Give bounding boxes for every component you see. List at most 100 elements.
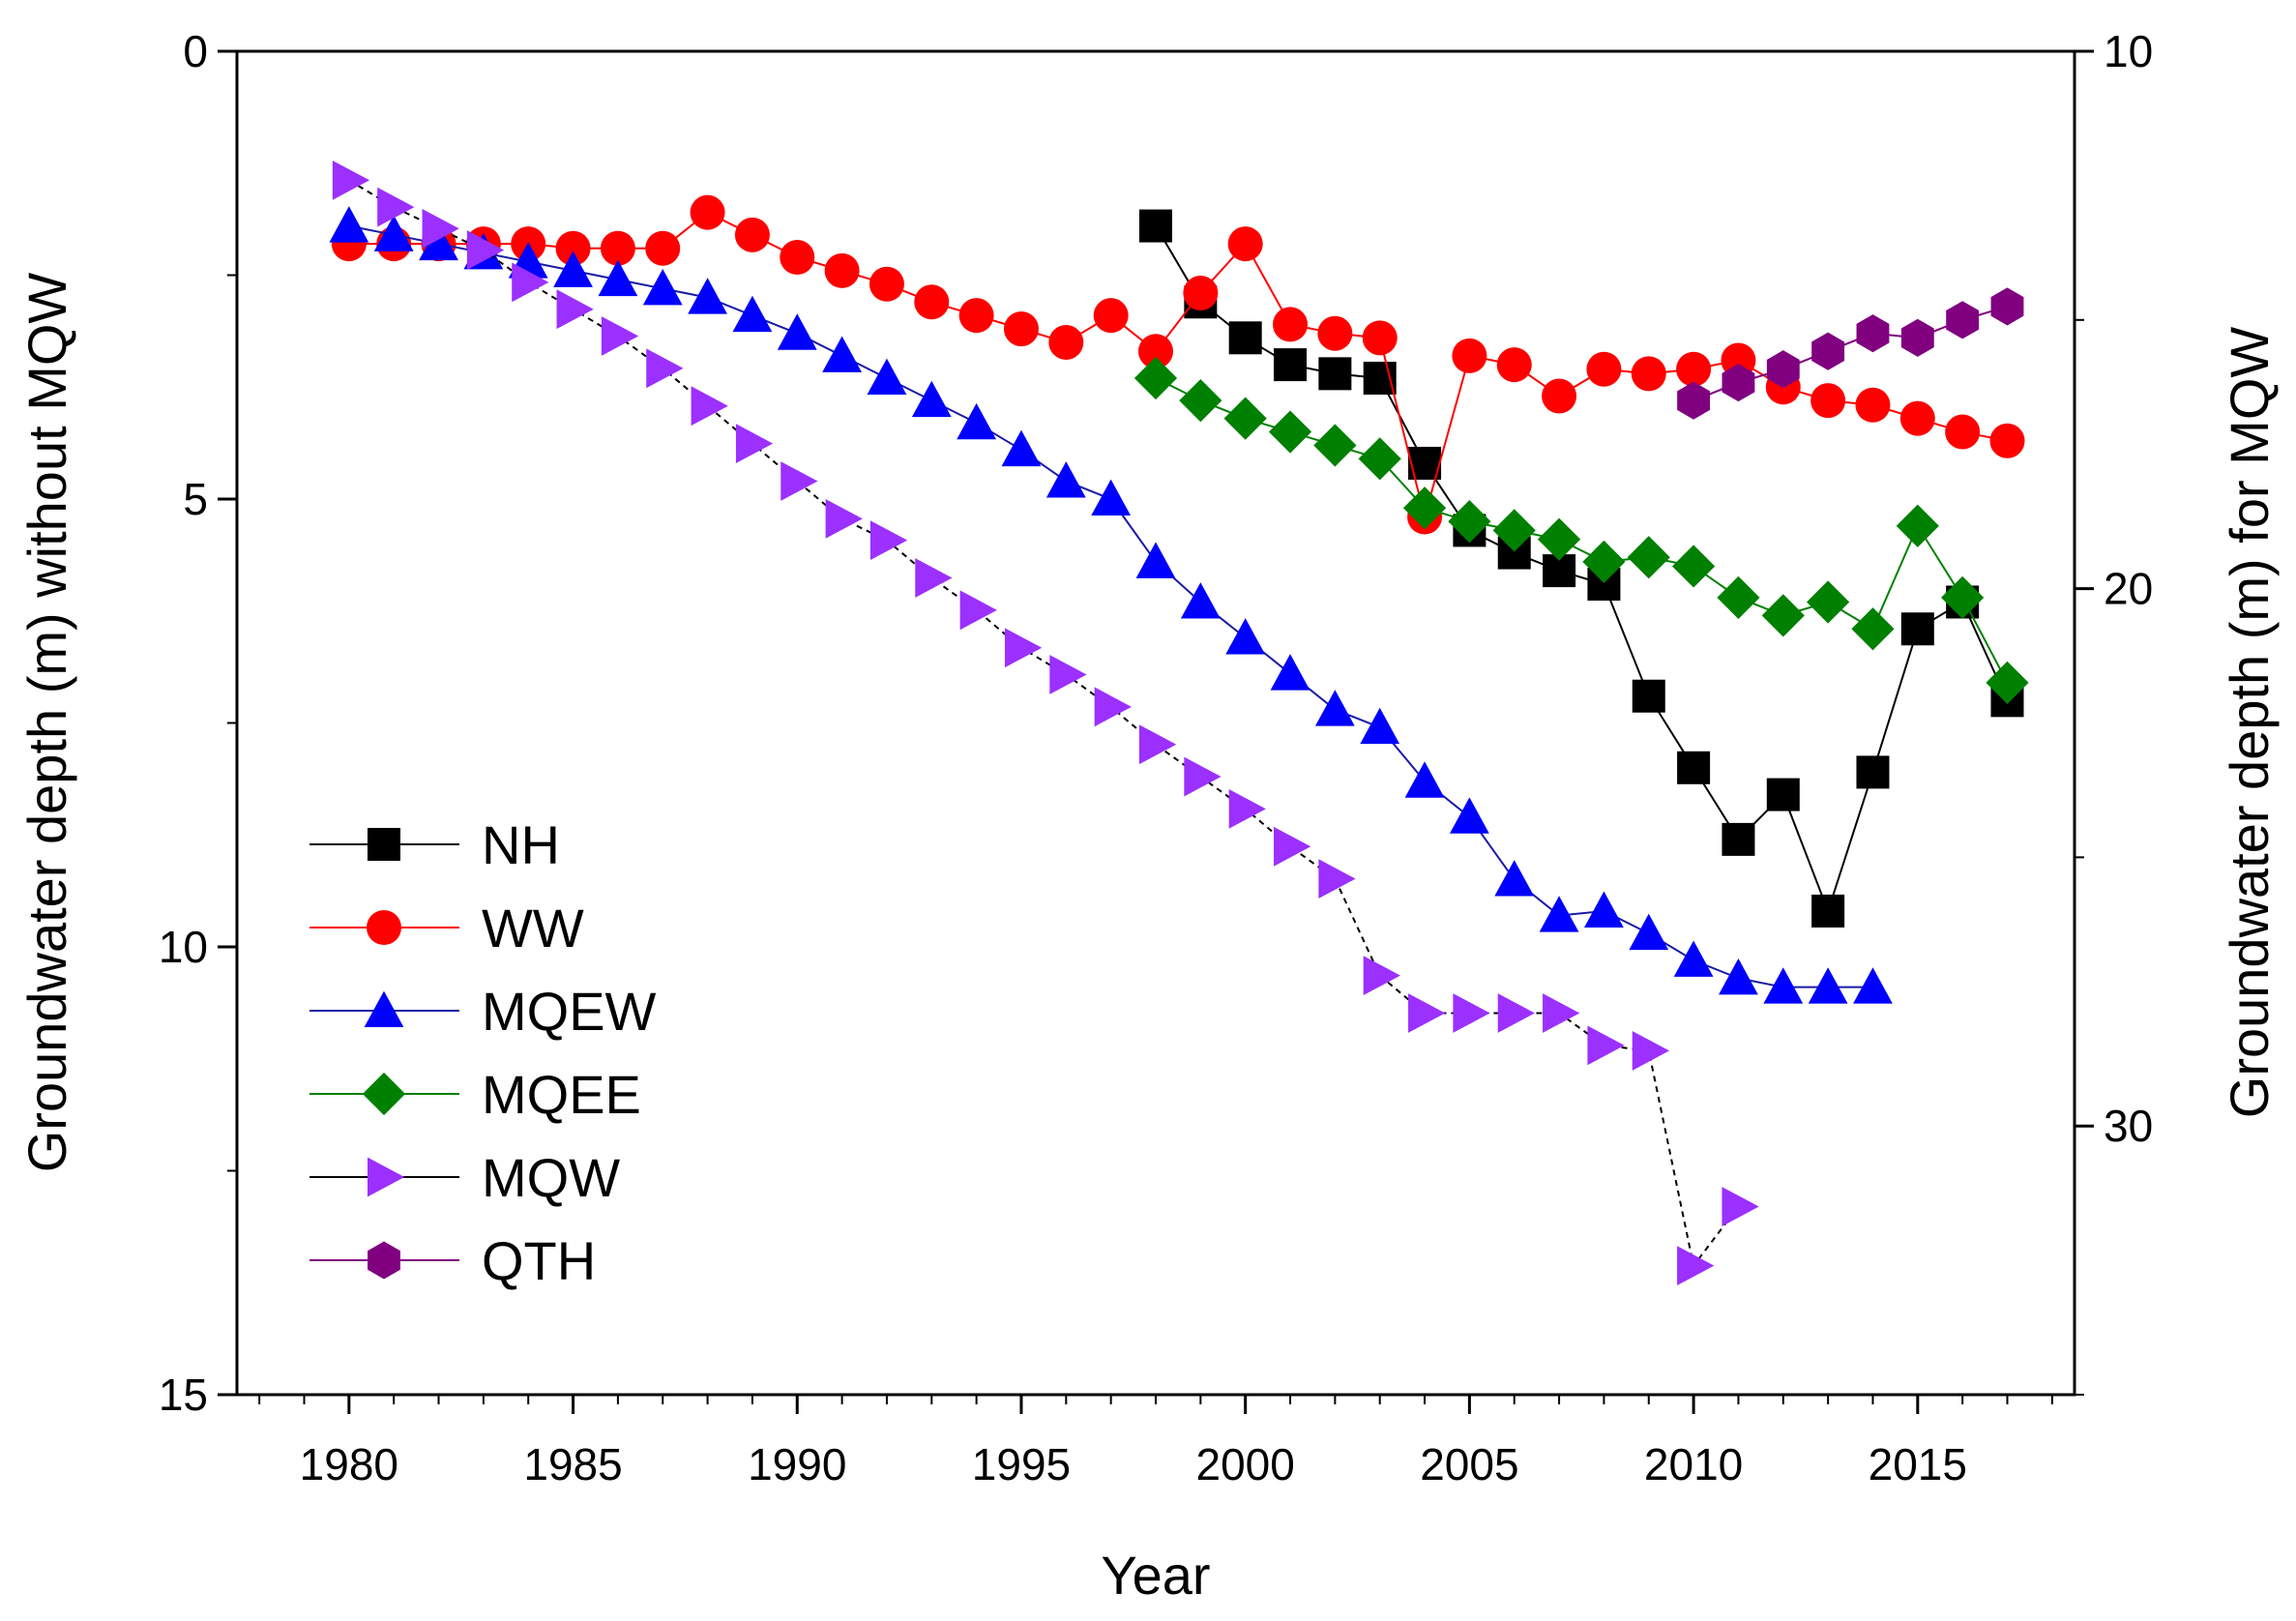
data-point-mqee — [1761, 594, 1805, 637]
data-point-nh — [1274, 348, 1308, 382]
x-axis-title: Year — [1101, 1545, 1210, 1606]
y-left-tick-label: 15 — [159, 1370, 208, 1420]
data-point-mqee — [1671, 545, 1716, 588]
data-point-mqew — [1808, 967, 1848, 1004]
data-point-mqew — [1449, 797, 1489, 834]
data-point-ww — [1496, 347, 1532, 383]
data-point-mqew — [1719, 958, 1758, 995]
data-point-mqew — [1001, 429, 1042, 467]
data-point-mqew — [732, 295, 773, 333]
series-line-mqew — [348, 224, 1873, 988]
data-point-qth — [1677, 381, 1711, 420]
data-point-nh — [1677, 751, 1711, 784]
data-point-mqee — [1268, 410, 1312, 454]
data-point-ww — [1362, 320, 1398, 356]
data-point-mqw — [825, 498, 863, 539]
data-point-ww — [1452, 338, 1487, 373]
series-mqee — [1133, 356, 2029, 704]
data-point-mqee — [1537, 517, 1581, 561]
data-point-ww — [1855, 387, 1891, 423]
data-point-mqew — [1584, 891, 1624, 928]
data-point-ww — [824, 252, 860, 288]
legend-marker — [367, 910, 401, 945]
data-point-mqw — [1228, 788, 1266, 829]
data-point-mqee — [1582, 540, 1626, 583]
data-point-mqew — [1763, 967, 1804, 1004]
data-point-mqew — [1314, 690, 1355, 726]
data-point-ww — [1138, 334, 1173, 369]
data-point-ww — [1586, 351, 1622, 387]
data-point-mqw — [512, 262, 549, 303]
data-point-mqew — [1045, 461, 1086, 498]
data-point-mqw — [1677, 1246, 1715, 1286]
data-point-qth — [1946, 301, 1980, 339]
series-nh — [1139, 209, 2024, 928]
series-qth — [1677, 287, 2024, 420]
data-point-mqew — [1629, 913, 1669, 951]
data-point-mqw — [1318, 859, 1356, 899]
y-right-tick-label: 30 — [2104, 1101, 2153, 1151]
data-point-ww — [1227, 226, 1263, 262]
data-point-mqee — [1807, 580, 1850, 624]
data-point-mqw — [1408, 993, 1446, 1033]
x-axis: 1980 1985 1990 1995 2000 2005 2010 2015 — [258, 1395, 2053, 1489]
legend-marker — [368, 1157, 405, 1197]
data-point-mqew — [1225, 618, 1266, 655]
data-point-mqw — [735, 424, 774, 463]
data-point-ww — [1317, 315, 1353, 351]
data-point-mqee — [1492, 509, 1536, 552]
data-point-nh — [1722, 822, 1755, 856]
data-point-nh — [1318, 357, 1352, 391]
data-point-mqew — [911, 380, 952, 418]
data-point-mqew — [1404, 761, 1445, 798]
data-point-mqw — [646, 348, 684, 389]
data-point-mqw — [422, 208, 459, 249]
y-left-tick-label: 5 — [183, 474, 208, 524]
data-point-qth — [1856, 314, 1890, 353]
x-tick-label: 2015 — [1869, 1439, 1967, 1489]
data-point-ww — [1676, 351, 1712, 387]
data-point-ww — [1003, 311, 1039, 347]
data-point-qth — [1766, 350, 1800, 389]
data-point-mqw — [780, 461, 818, 501]
data-point-mqew — [1539, 896, 1579, 932]
data-point-nh — [1632, 679, 1665, 713]
legend-label: NH — [482, 814, 560, 875]
data-point-mqew — [329, 206, 369, 243]
x-tick-label: 2010 — [1644, 1439, 1743, 1489]
data-point-mqw — [1587, 1025, 1625, 1066]
data-point-nh — [1139, 209, 1172, 243]
data-point-ww — [1048, 324, 1084, 360]
data-point-mqee — [1313, 424, 1357, 467]
data-point-mqew — [1673, 940, 1714, 977]
y-axis-right-title: Groundwater depth (m) for MQW — [2219, 327, 2280, 1119]
data-point-ww — [1631, 356, 1666, 392]
y-axis-right: 10 20 30 — [2075, 26, 2153, 1396]
data-point-mqee — [1358, 437, 1401, 481]
data-point-mqw — [377, 187, 415, 227]
data-point-mqee — [1896, 504, 1939, 547]
data-point-qth — [1990, 287, 2024, 326]
data-point-mqw — [1497, 993, 1535, 1033]
legend-label: MQW — [482, 1147, 620, 1208]
data-point-mqee — [1448, 500, 1491, 544]
data-point-mqew — [1494, 860, 1535, 897]
data-point-mqee — [1627, 536, 1670, 579]
legend-marker — [368, 1241, 400, 1280]
data-point-mqew — [867, 358, 907, 395]
data-point-mqew — [1853, 967, 1893, 1004]
data-point-nh — [1363, 361, 1397, 395]
data-point-mqw — [1363, 956, 1400, 996]
legend-marker — [368, 828, 400, 861]
data-point-mqee — [1402, 486, 1447, 530]
data-point-ww — [1093, 298, 1129, 334]
data-point-mqw — [1453, 993, 1490, 1033]
data-point-nh — [1811, 894, 1845, 928]
data-point-nh — [1766, 778, 1800, 811]
legend-label: MQEE — [482, 1064, 641, 1125]
y-left-tick-label: 10 — [159, 922, 208, 972]
data-point-mqew — [688, 278, 727, 314]
data-point-mqw — [1632, 1031, 1670, 1071]
legend-marker — [364, 990, 404, 1027]
